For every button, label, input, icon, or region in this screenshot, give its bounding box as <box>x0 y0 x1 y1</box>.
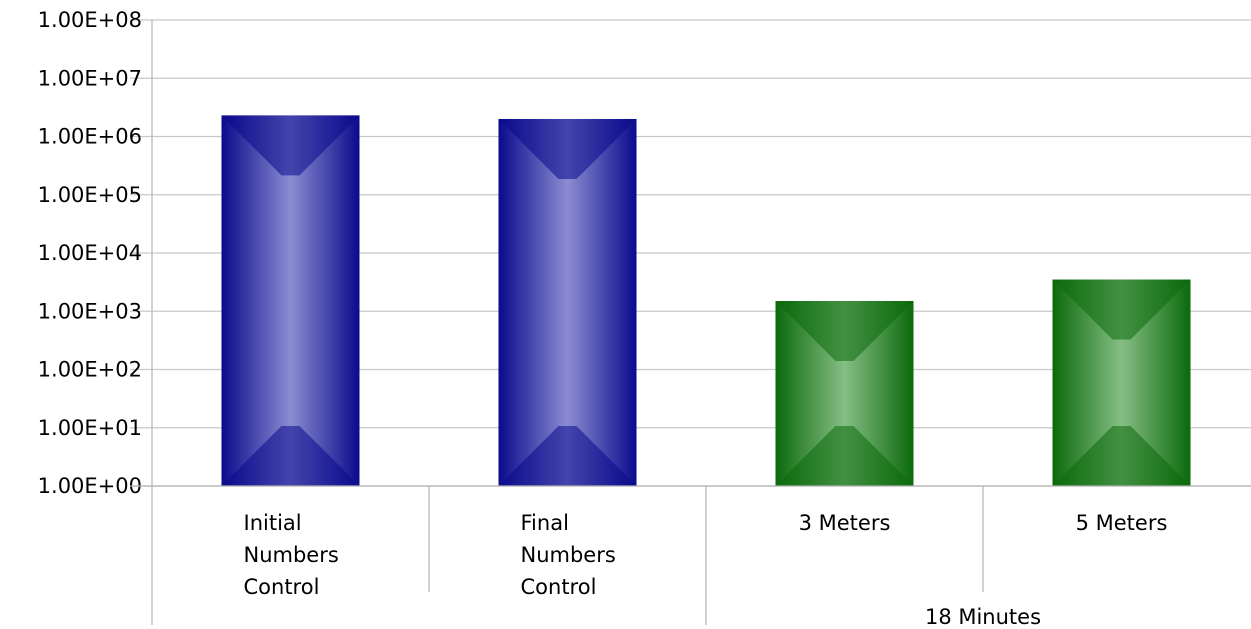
bar <box>221 115 360 486</box>
bar-bevel-top <box>1052 279 1191 340</box>
x-category-label: Numbers <box>521 543 616 567</box>
y-tick-label: 1.00E+05 <box>38 183 142 207</box>
bars <box>221 115 1191 487</box>
x-axis: Initial Numbers Control Final Numbers Control… <box>130 485 1251 629</box>
y-tick-label: 1.00E+00 <box>38 474 142 498</box>
bar-bevel-bottom <box>775 426 914 486</box>
bar-bevel-top <box>221 115 360 176</box>
bar-bevel-top <box>775 300 914 361</box>
y-tick-label: 1.00E+01 <box>38 416 142 440</box>
y-axis: 1.00E+00 1.00E+01 1.00E+02 1.00E+03 1.00E+04… <box>38 8 153 498</box>
x-group-label: 18 Minutes <box>925 605 1041 629</box>
y-tick-label: 1.00E+04 <box>38 241 142 265</box>
x-category-label: Numbers <box>244 543 339 567</box>
x-category-label: Control <box>521 575 597 599</box>
y-tick-label: 1.00E+07 <box>38 66 142 90</box>
bar-bevel-bottom <box>1052 426 1191 486</box>
y-tick-label: 1.00E+06 <box>38 125 142 149</box>
y-tick-label: 1.00E+08 <box>38 8 142 32</box>
bar-bevel-top <box>498 118 637 179</box>
x-category-label: Initial <box>244 511 302 535</box>
y-tick-label: 1.00E+02 <box>38 358 142 382</box>
x-category-label: Control <box>244 575 320 599</box>
y-tick-label: 1.00E+03 <box>38 299 142 323</box>
x-category-label: Final <box>521 511 569 535</box>
bar-bevel-bottom <box>498 426 637 486</box>
x-category-label: 5 Meters <box>1076 511 1168 535</box>
bar <box>498 118 637 487</box>
bar-bevel-bottom <box>221 426 360 486</box>
x-category-label: 3 Meters <box>799 511 891 535</box>
